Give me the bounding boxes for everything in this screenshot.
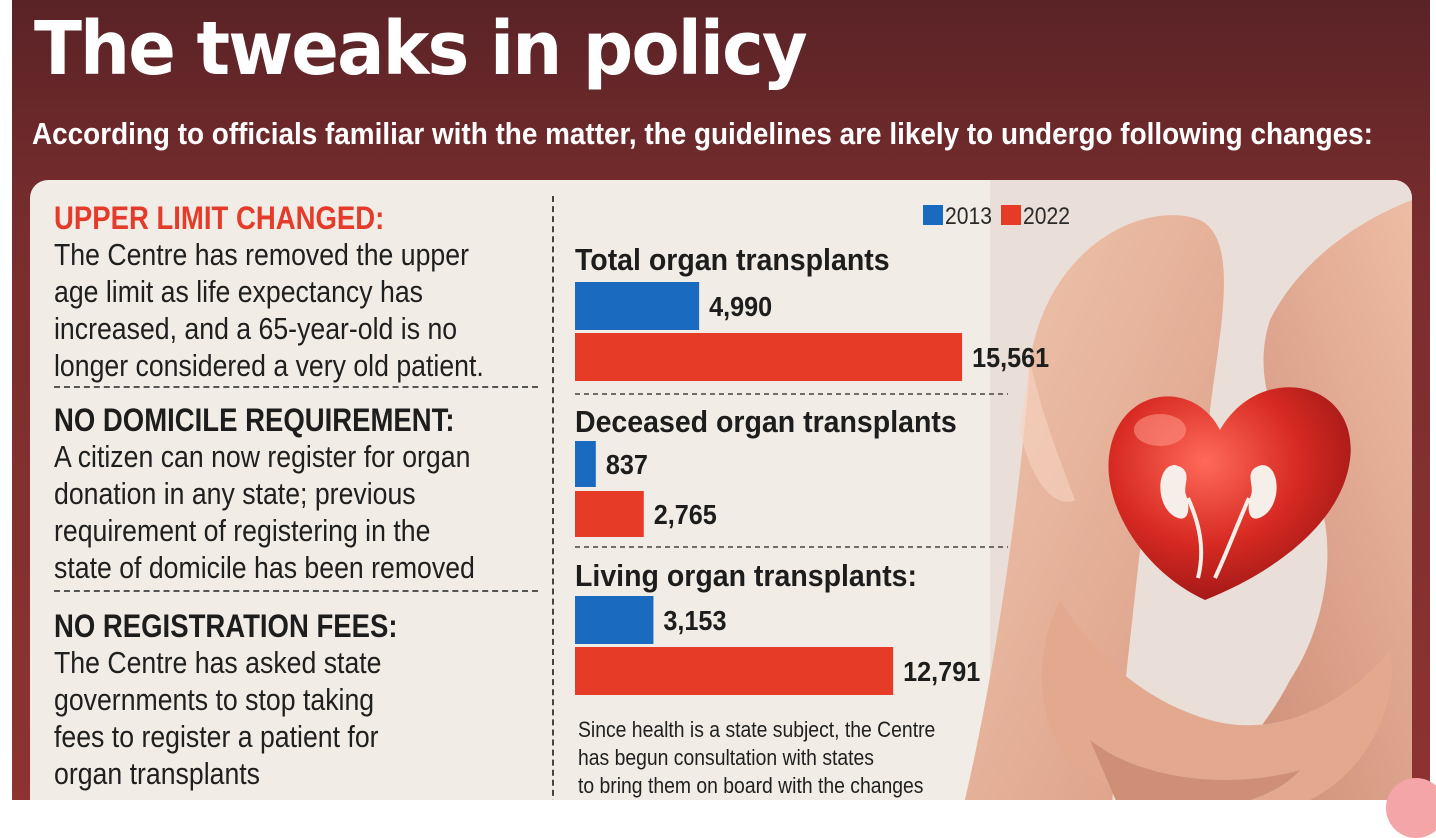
bar-2022	[575, 491, 644, 537]
policy-heading: UPPER LIMIT CHANGED:	[54, 200, 385, 236]
policy-text: The Centre has removed the upper age lim…	[54, 237, 484, 383]
legend-label-2013: 2013	[945, 203, 992, 230]
bar-2013	[575, 596, 654, 644]
policy-text: The Centre has asked state governments t…	[54, 645, 382, 791]
footnote: Since health is a state subject, the Cen…	[578, 717, 936, 798]
chart-group-title: Deceased organ transplants	[575, 405, 957, 439]
policy-divider	[54, 386, 538, 388]
bar-2013	[575, 282, 700, 330]
bar-value-label: 12,791	[903, 656, 980, 688]
legend-swatch-2013	[923, 205, 943, 225]
policy-heading: NO DOMICILE REQUIREMENT:	[54, 402, 455, 438]
page-title: The tweaks in policy	[34, 6, 808, 92]
bar-value-label: 15,561	[972, 342, 1049, 374]
policy-no-domicile: NO DOMICILE REQUIREMENT: A citizen can n…	[54, 402, 534, 586]
bar-value-label: 3,153	[663, 605, 726, 637]
corner-decoration	[1386, 778, 1436, 838]
column-divider	[552, 196, 554, 800]
bar-2022	[575, 647, 894, 695]
policy-text: A citizen can now register for organ don…	[54, 439, 475, 585]
bar-value-label: 837	[606, 449, 648, 481]
bar-value-label: 2,765	[654, 499, 717, 531]
content-panel: UPPER LIMIT CHANGED: The Centre has remo…	[30, 180, 1412, 800]
bar-2013	[575, 441, 596, 487]
bar-value-label: 4,990	[709, 291, 772, 323]
legend-swatch-2022	[1001, 205, 1021, 225]
page-subtitle: According to officials familiar with the…	[32, 116, 1373, 151]
transplant-bar-chart: 2013 2022 Total organ transplants 4,990 15,5…	[575, 203, 1070, 695]
policy-no-fees: NO REGISTRATION FEES: The Centre has ask…	[54, 608, 534, 792]
policy-heading: NO REGISTRATION FEES:	[54, 608, 398, 644]
policy-upper-limit: UPPER LIMIT CHANGED: The Centre has remo…	[54, 200, 534, 384]
hands-heart-photo	[964, 180, 1412, 800]
chart-group-title: Total organ transplants	[575, 243, 890, 277]
bar-2022	[575, 333, 963, 381]
policy-divider	[54, 590, 538, 592]
legend-label-2022: 2022	[1023, 203, 1070, 230]
chart-group-title: Living organ transplants:	[575, 559, 917, 593]
infographic-frame: The tweaks in policy According to offici…	[12, 0, 1430, 800]
